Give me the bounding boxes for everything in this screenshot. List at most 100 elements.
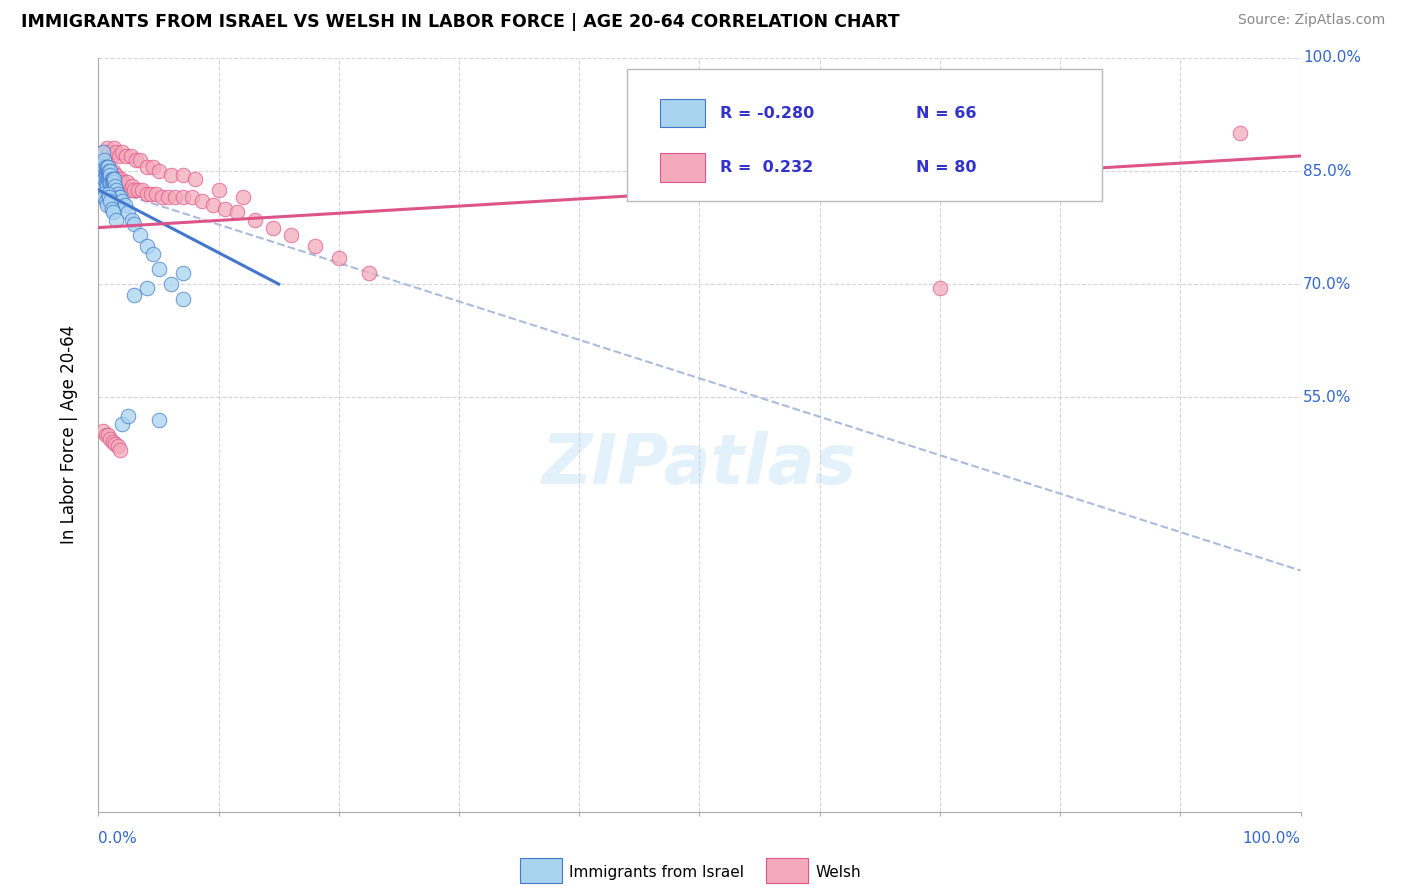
Point — [111, 145, 134, 160]
Point — [94, 168, 117, 182]
Point — [100, 171, 122, 186]
Point — [118, 183, 141, 197]
Point — [96, 156, 118, 170]
Point — [114, 179, 136, 194]
Point — [191, 194, 214, 209]
Point — [157, 190, 180, 204]
Point — [127, 183, 149, 197]
Point — [201, 198, 224, 212]
Point — [105, 168, 128, 182]
Point — [96, 164, 118, 178]
Point — [183, 171, 205, 186]
Point — [90, 171, 112, 186]
Point — [117, 205, 139, 219]
Point — [91, 145, 114, 160]
Point — [225, 205, 247, 219]
Point — [93, 190, 115, 204]
Point — [96, 171, 118, 186]
Point — [101, 171, 124, 186]
Point — [96, 198, 118, 212]
Point — [98, 164, 121, 178]
Point — [91, 424, 114, 438]
Point — [108, 190, 131, 204]
Point — [148, 164, 170, 178]
Text: 0.0%: 0.0% — [98, 830, 138, 846]
Point — [208, 183, 231, 197]
Point — [104, 179, 127, 194]
Point — [108, 175, 131, 189]
Point — [93, 161, 115, 175]
Point — [145, 186, 167, 201]
Point — [93, 171, 115, 186]
Point — [111, 194, 134, 209]
Point — [107, 175, 129, 189]
Point — [96, 141, 118, 155]
Point — [94, 428, 117, 442]
Point — [150, 190, 173, 204]
Point — [100, 171, 122, 186]
Point — [121, 179, 143, 194]
Point — [103, 171, 125, 186]
Point — [280, 228, 302, 243]
Point — [93, 164, 115, 178]
Y-axis label: In Labor Force | Age 20-64: In Labor Force | Age 20-64 — [60, 326, 79, 544]
Point — [159, 168, 181, 182]
Point — [98, 168, 121, 182]
Point — [100, 164, 122, 178]
Point — [100, 202, 122, 216]
Point — [114, 198, 136, 212]
Point — [357, 266, 380, 280]
Point — [304, 239, 326, 253]
Point — [125, 153, 148, 167]
Point — [91, 156, 114, 170]
Point — [1229, 127, 1251, 141]
Point — [103, 141, 125, 155]
Point — [105, 183, 128, 197]
Point — [232, 190, 254, 204]
FancyBboxPatch shape — [627, 70, 1102, 202]
Point — [165, 190, 187, 204]
Point — [104, 437, 127, 451]
Point — [103, 175, 125, 189]
Point — [97, 161, 120, 175]
Text: Source: ZipAtlas.com: Source: ZipAtlas.com — [1237, 13, 1385, 28]
Point — [97, 186, 120, 201]
Point — [124, 217, 146, 231]
Point — [159, 277, 181, 292]
Point — [100, 194, 122, 209]
Point — [98, 168, 121, 182]
Point — [91, 168, 114, 182]
Point — [214, 202, 236, 216]
Point — [172, 292, 194, 306]
Point — [101, 435, 124, 450]
Point — [108, 149, 131, 163]
Point — [117, 409, 139, 423]
Point — [928, 281, 950, 295]
Point — [100, 164, 122, 178]
Point — [129, 153, 152, 167]
Point — [97, 428, 120, 442]
Point — [111, 175, 134, 189]
Point — [100, 168, 122, 182]
Point — [98, 175, 121, 189]
Text: 85.0%: 85.0% — [1303, 163, 1351, 178]
Text: 55.0%: 55.0% — [1303, 390, 1351, 405]
Point — [135, 186, 157, 201]
Point — [120, 149, 142, 163]
Text: R = -0.280: R = -0.280 — [720, 105, 814, 120]
Point — [104, 171, 127, 186]
Point — [94, 175, 117, 189]
Point — [111, 417, 134, 431]
Point — [103, 168, 125, 182]
Point — [105, 145, 128, 160]
Text: N = 80: N = 80 — [915, 160, 976, 175]
Text: 100.0%: 100.0% — [1243, 830, 1301, 846]
Text: Welsh: Welsh — [815, 865, 860, 880]
Point — [135, 281, 157, 295]
Point — [96, 161, 118, 175]
Point — [141, 161, 163, 175]
Point — [101, 164, 124, 178]
Point — [117, 175, 139, 189]
Point — [107, 439, 129, 453]
Point — [97, 168, 120, 182]
